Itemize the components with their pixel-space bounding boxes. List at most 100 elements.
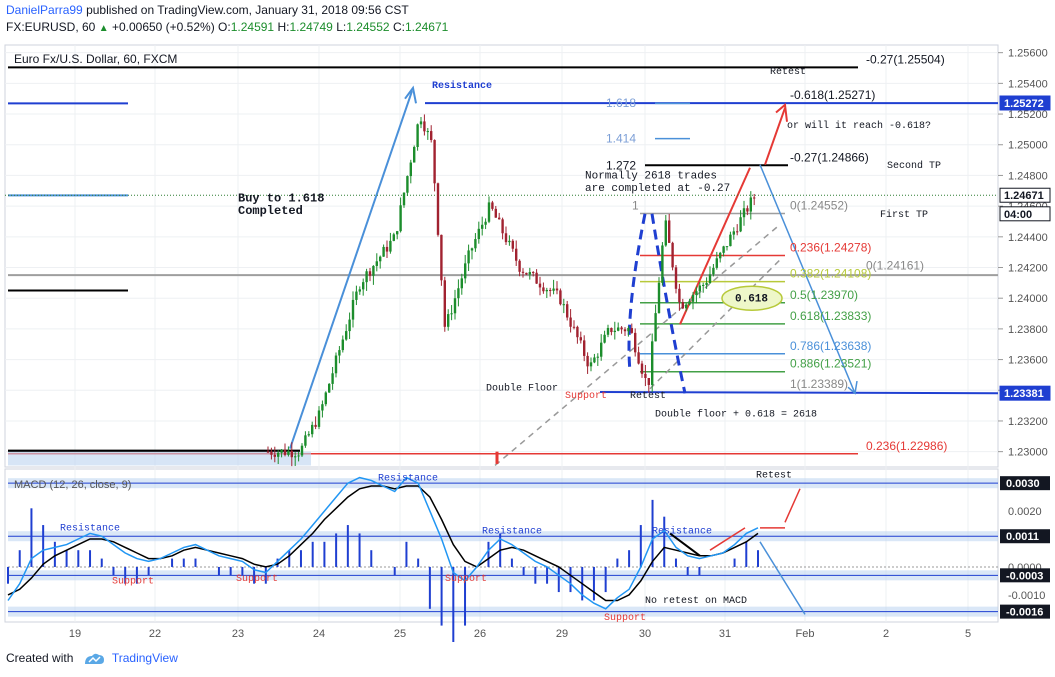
fib-label: 0(1.24161) bbox=[866, 258, 924, 272]
macd-black-line bbox=[669, 532, 701, 557]
candle-body bbox=[525, 272, 528, 275]
ohlc-header: FX:EURUSD, 60 ▲ +0.00650 (+0.52%) O:1.24… bbox=[6, 20, 448, 34]
candle-body bbox=[538, 283, 542, 288]
macd-annotation: Resistance bbox=[60, 523, 120, 535]
candle-body bbox=[270, 451, 273, 455]
candle-body bbox=[287, 450, 290, 455]
fib-label: 1.272 bbox=[606, 158, 636, 172]
candle-body bbox=[586, 355, 589, 367]
candle-body bbox=[351, 299, 355, 320]
candle-body bbox=[447, 314, 450, 327]
price-axis: 1.25600 1.25400 1.25200 1.25000 1.24800 1.246… bbox=[998, 48, 1051, 459]
candle-body bbox=[413, 146, 416, 163]
candle-body bbox=[654, 313, 657, 342]
low-value: 1.24552 bbox=[346, 20, 390, 34]
candle-body bbox=[321, 404, 324, 411]
candle-body bbox=[511, 240, 514, 249]
macd-projection-down bbox=[759, 541, 806, 615]
candle-body bbox=[749, 197, 752, 212]
candle-body bbox=[443, 280, 446, 327]
candle-body bbox=[477, 228, 480, 240]
candle-body bbox=[491, 202, 494, 209]
candle-body bbox=[593, 357, 596, 363]
annotation: Second TP bbox=[887, 160, 941, 172]
tradingview-link[interactable]: TradingView bbox=[111, 651, 178, 665]
footer: Created with TradingView bbox=[6, 651, 178, 666]
price-badge-label: 1.23381 bbox=[1004, 388, 1044, 400]
time-tick-label: 26 bbox=[474, 628, 486, 640]
candle-body bbox=[545, 289, 548, 292]
candle-body bbox=[637, 352, 640, 364]
candle-body bbox=[732, 231, 735, 235]
macd-red-arrow bbox=[784, 488, 801, 523]
macd-annotation: Support bbox=[604, 613, 646, 624]
candle-body bbox=[705, 282, 708, 285]
fib-label: -0.618(1.25271) bbox=[790, 88, 875, 102]
candle-body bbox=[644, 373, 647, 378]
price-badge bbox=[999, 385, 1051, 401]
price-tick-label: 1.23000 bbox=[1008, 447, 1048, 459]
candle-body bbox=[436, 183, 440, 235]
close-label: C: bbox=[392, 20, 405, 34]
candle-body bbox=[460, 278, 463, 289]
price-tick-label: 1.23600 bbox=[1008, 355, 1048, 367]
candle-body bbox=[729, 234, 732, 247]
candle-body bbox=[630, 328, 633, 333]
price-tick-label: 1.24200 bbox=[1008, 263, 1048, 275]
low-label: L: bbox=[336, 20, 347, 34]
macd-annotation: Support bbox=[445, 574, 487, 585]
candle-body bbox=[603, 334, 606, 343]
macd-annotation: Resistance bbox=[378, 472, 438, 484]
candle-body bbox=[627, 328, 630, 332]
price-tick-label: 1.25200 bbox=[1008, 109, 1048, 121]
macd-level-badge-label: -0.0003 bbox=[1006, 570, 1043, 582]
candle-body bbox=[280, 449, 283, 453]
macd-annotation: Support bbox=[112, 577, 154, 588]
macd-annotation: Support bbox=[236, 574, 278, 585]
candle-body bbox=[634, 332, 637, 353]
dashed-trend bbox=[494, 223, 781, 467]
fib-label: 0.382(1.24108) bbox=[790, 267, 871, 281]
golden-zone-ellipse bbox=[721, 285, 783, 311]
time-tick-label: Feb bbox=[796, 628, 815, 640]
candle-body bbox=[382, 246, 385, 257]
annotation: Buy to 1.618 bbox=[238, 192, 324, 206]
fib-label: -0.27(1.24866) bbox=[790, 150, 869, 164]
candle-body bbox=[742, 208, 746, 218]
candle-body bbox=[341, 339, 344, 351]
candle-body bbox=[576, 326, 579, 338]
candle-body bbox=[467, 250, 470, 264]
candle-body bbox=[617, 327, 620, 331]
candle-body bbox=[651, 341, 654, 385]
chart-canvas[interactable]: 1.25600 1.25400 1.25200 1.25000 1.24800 1.246… bbox=[0, 40, 1055, 642]
candle-body bbox=[722, 246, 725, 253]
candle-body bbox=[647, 377, 650, 385]
candle-body bbox=[334, 355, 338, 374]
candle-body bbox=[504, 233, 508, 243]
candle-body bbox=[702, 284, 705, 286]
candle-body bbox=[297, 455, 300, 457]
candle-body bbox=[518, 260, 521, 272]
candle-body bbox=[494, 208, 497, 218]
macd-tick-label: -0.0010 bbox=[1008, 590, 1045, 602]
candle-body bbox=[606, 327, 610, 335]
candle-body bbox=[583, 340, 586, 356]
red-trend-arrow bbox=[679, 167, 751, 325]
price-badge-label: 1.25272 bbox=[1004, 98, 1044, 110]
candle-body bbox=[685, 304, 688, 309]
up-arrow-icon: ▲ bbox=[98, 23, 109, 34]
annotation: are completed at -0.27 bbox=[585, 183, 730, 195]
candle-body bbox=[294, 456, 297, 458]
annotation: Double Floor bbox=[486, 382, 558, 394]
macd-level-badge bbox=[1000, 529, 1050, 544]
candle-body bbox=[423, 121, 426, 132]
publisher-name[interactable]: DanielParra99 bbox=[6, 3, 83, 17]
red-trend-arrow bbox=[764, 107, 786, 166]
candle-body bbox=[739, 217, 742, 232]
time-axis: 19 22 23 24 25 26 29 30 31 Feb 2 5 bbox=[69, 628, 971, 640]
candle-body bbox=[566, 304, 569, 318]
candle-body bbox=[440, 234, 443, 281]
candle-body bbox=[668, 220, 671, 243]
candle-body bbox=[365, 271, 368, 283]
candle-body bbox=[433, 140, 436, 184]
